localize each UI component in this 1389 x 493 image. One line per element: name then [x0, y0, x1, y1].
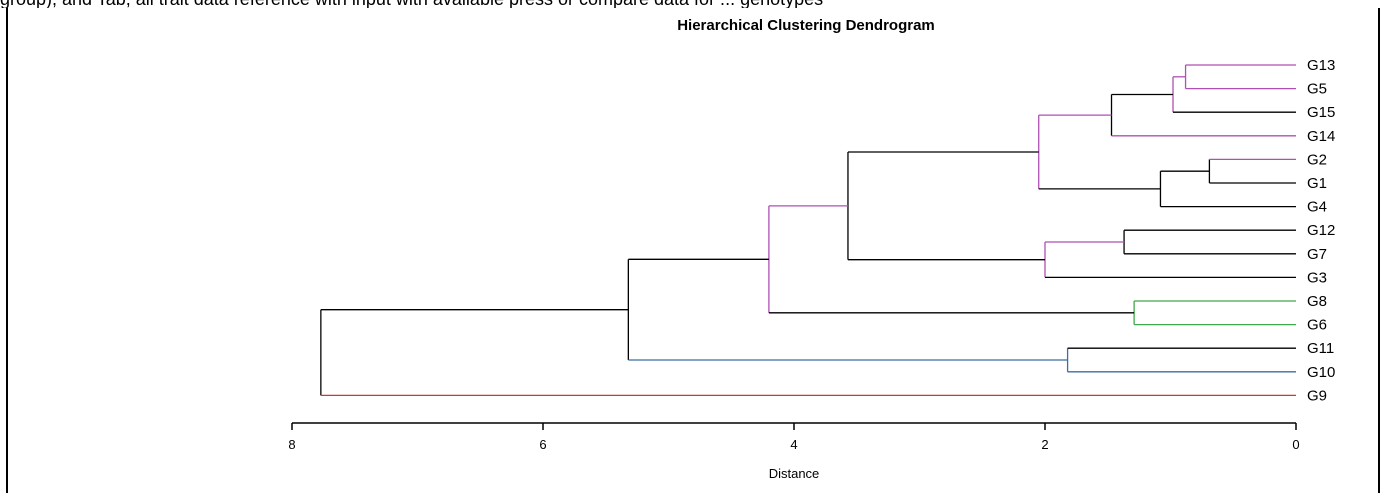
leaf-label: G14 [1307, 128, 1335, 145]
leaf-label: G8 [1307, 293, 1327, 310]
x-tick-label: 4 [790, 437, 797, 452]
leaf-labels: G13 G5 G15 G14 G2 G1 G4 G12 G7 G3 G8 G6 G11 G10 G9 [1307, 57, 1335, 404]
x-tick-label: 0 [1292, 437, 1299, 452]
leaf-label: G2 [1307, 151, 1327, 168]
x-axis-title: Distance [769, 466, 820, 481]
leaf-label: G7 [1307, 246, 1327, 263]
caption-text: group), and Tab, all trait data referenc… [0, 0, 1389, 8]
leaf-label: G4 [1307, 199, 1327, 216]
leaf-label: G3 [1307, 269, 1327, 286]
leaf-label: G5 [1307, 81, 1327, 98]
chart-title: Hierarchical Clustering Dendrogram [677, 17, 935, 34]
x-tick-label: 6 [539, 437, 546, 452]
leaf-label: G9 [1307, 387, 1327, 404]
chart-frame [6, 8, 1380, 493]
leaf-label: G15 [1307, 104, 1335, 121]
leaf-label: G11 [1307, 340, 1334, 357]
x-tick-label: 2 [1041, 437, 1048, 452]
leaf-label: G13 [1307, 57, 1335, 74]
leaf-label: G6 [1307, 317, 1327, 334]
leaf-label: G12 [1307, 222, 1335, 239]
dendrogram-branches [320, 64, 1296, 397]
leaf-label: G1 [1307, 175, 1327, 192]
x-tick-label: 8 [288, 437, 295, 452]
x-axis: 8 6 4 2 0 [288, 422, 1300, 452]
leaf-label: G10 [1307, 364, 1335, 381]
